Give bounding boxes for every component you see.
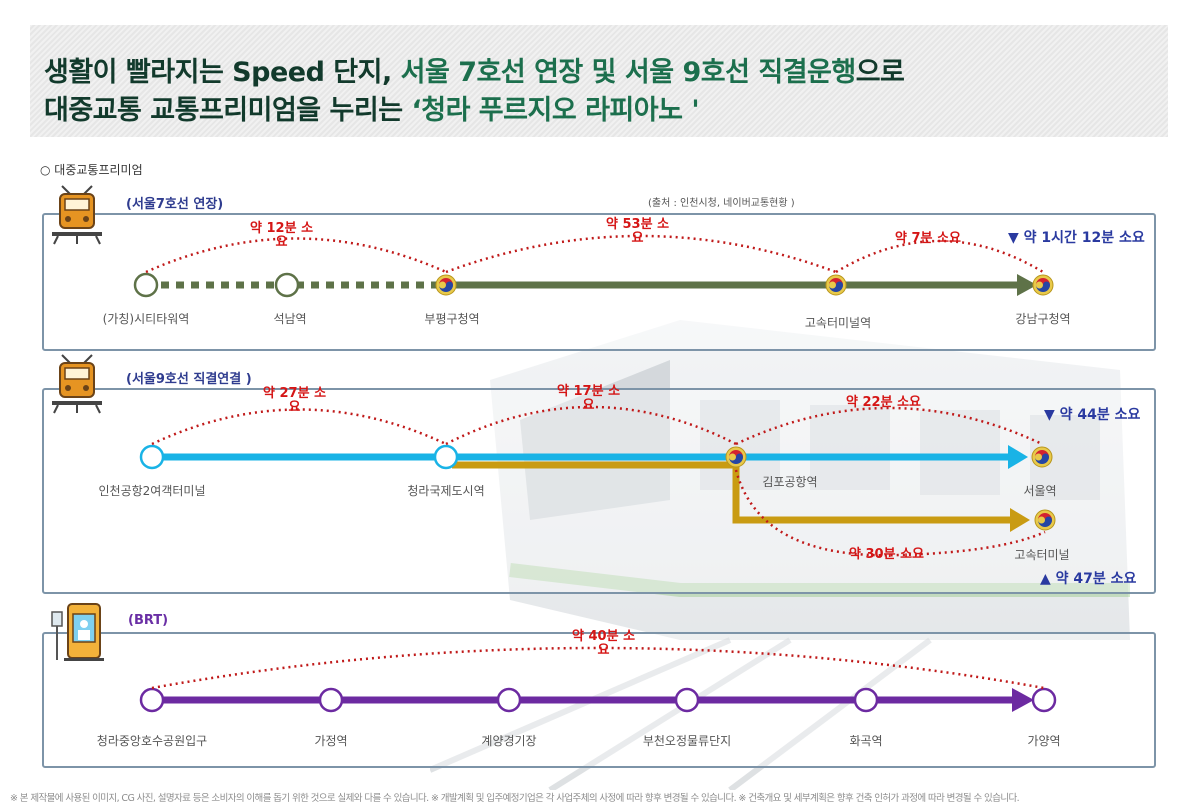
- headline-line-1: 생활이 빨라지는 Speed 단지, 서울 7호선 연장 및 서울 9호선 직결…: [44, 57, 905, 88]
- station-label: (가칭)시티타워역: [102, 312, 190, 326]
- line9-total-time-terminal: ▲ 약 47분 소요: [1040, 571, 1137, 587]
- line7-label: (서울7호선 연장): [126, 197, 224, 212]
- segment-time: 약 7분 소요: [895, 231, 961, 246]
- station-label: 가양역: [1027, 734, 1061, 748]
- bus-stop-icon: [51, 603, 104, 661]
- headline-line-2: 대중교통 교통프리미엄을 누리는 ‘청라 푸르지오 라피아노 ': [44, 95, 700, 126]
- station-label: 서울역: [1023, 484, 1057, 498]
- train-icon: [52, 185, 102, 245]
- station-label: 계양경기장: [481, 734, 537, 748]
- station-label: 청라국제도시역: [407, 484, 485, 498]
- segment-time: 약 30분 소요: [849, 547, 924, 562]
- segment-time: 약 22분 소요: [846, 395, 921, 410]
- line7-total-time: ▼ 약 1시간 12분 소요: [1008, 230, 1145, 246]
- station-label: 화곡역: [849, 734, 883, 748]
- station-label: 고속터미널역: [804, 316, 872, 330]
- station-label: 부평구청역: [424, 312, 480, 326]
- footer-disclaimer: ※ 본 제작물에 사용된 이미지, CG 사진, 설명자료 등은 소비자의 이해…: [10, 793, 1020, 804]
- station-label: 석남역: [273, 312, 307, 326]
- brt-label: (BRT): [128, 613, 169, 628]
- station-label: 강남구청역: [1015, 312, 1071, 326]
- station-label: 부천오정물류단지: [642, 734, 732, 748]
- station-label: 청라중앙호수공원입구: [96, 734, 208, 748]
- line9-total-time-seoul: ▼ 약 44분 소요: [1044, 407, 1141, 423]
- source-note: (출처 : 인천시청, 네이버교통현황 ): [648, 198, 795, 209]
- section-title: ○ 대중교통프리미엄: [40, 163, 143, 177]
- station-label: 고속터미널: [1014, 548, 1070, 562]
- line9-panel: [42, 388, 1156, 594]
- train-icon: [52, 354, 102, 414]
- station-label: 가정역: [314, 734, 348, 748]
- station-label: 인천공항2여객터미널: [98, 484, 206, 498]
- station-label: 김포공항역: [762, 475, 818, 489]
- header-band: [30, 25, 1168, 137]
- line9-label: (서울9호선 직결연결 ): [126, 372, 252, 387]
